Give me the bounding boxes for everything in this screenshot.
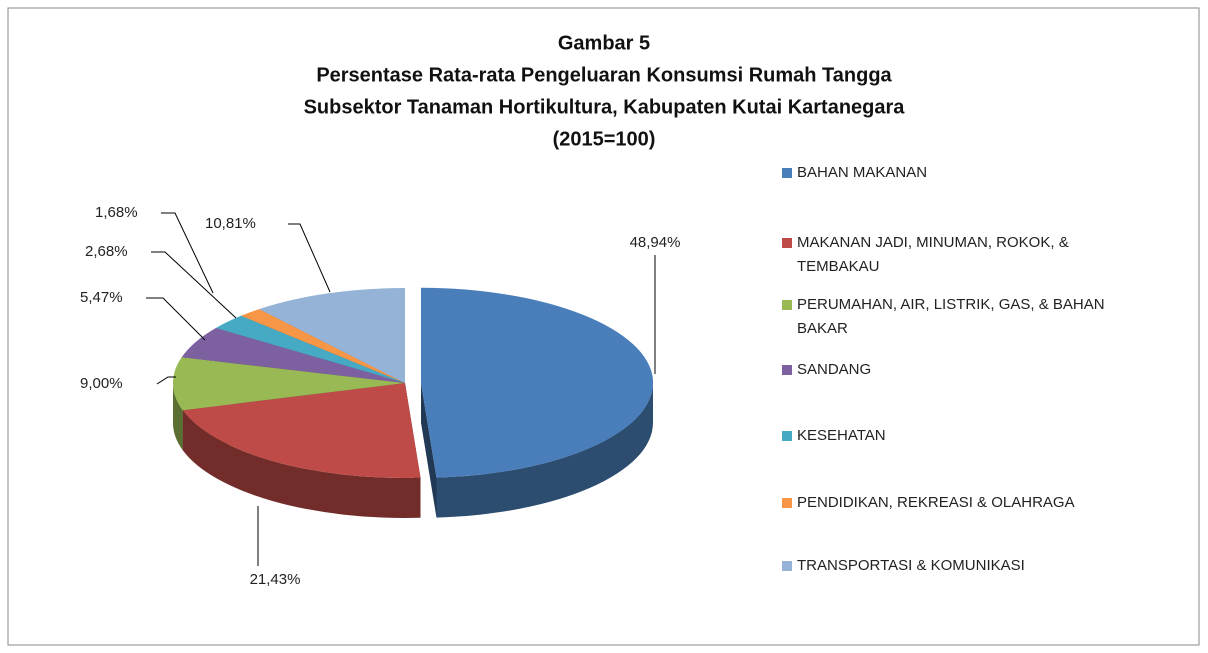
leader-line [151, 251, 237, 319]
pie-slice [241, 309, 405, 383]
pie-slice [215, 315, 405, 383]
legend-entry: MAKANAN JADI, MINUMAN, ROKOK, & TEMBAKAU [782, 231, 1132, 279]
legend-label: BAHAN MAKANAN [797, 164, 928, 181]
legend-entry: TRANSPORTASI & KOMUNIKASI [782, 554, 1132, 578]
legend-label: SANDANG [797, 361, 872, 378]
legend-swatch [782, 168, 792, 178]
slice-side [182, 410, 421, 519]
legend-entry: KESEHATAN [782, 424, 1132, 448]
legend-label: MAKANAN JADI, MINUMAN, ROKOK, & TEMBAKAU [797, 234, 1069, 275]
legend-label: PERUMAHAN, AIR, LISTRIK, GAS, & BAHAN BA… [797, 296, 1105, 337]
chart-title: Subsektor Tanaman Hortikultura, Kabupate… [304, 96, 906, 118]
pie-slice [173, 357, 405, 411]
pie-slice [182, 383, 421, 479]
chart-title: Persentase Rata-rata Pengeluaran Konsums… [316, 64, 892, 86]
legend-label: PENDIDIKAN, REKREASI & OLAHRAGA [797, 494, 1075, 511]
data-label: 21,43% [250, 571, 301, 588]
data-label: 10,81% [205, 215, 256, 232]
chart-title: (2015=100) [553, 128, 656, 150]
leader-line [146, 297, 206, 341]
data-label: 9,00% [80, 375, 123, 392]
leader-line [156, 376, 176, 385]
chart-title: Gambar 5 [558, 32, 650, 54]
legend-label: KESEHATAN [797, 427, 886, 444]
pie-slice [259, 288, 405, 383]
legend-entry: SANDANG [782, 358, 1132, 382]
data-label: 1,68% [95, 204, 138, 221]
slice-wall [420, 382, 437, 518]
legend-swatch [782, 300, 792, 310]
legend-entry: PERUMAHAN, AIR, LISTRIK, GAS, & BAHAN BA… [782, 293, 1132, 341]
legend-entry: BAHAN MAKANAN [782, 161, 1132, 185]
slice-side [436, 382, 653, 518]
legend-swatch [782, 561, 792, 571]
chart-frame [7, 7, 1200, 646]
leader-line [161, 212, 214, 294]
legend-swatch [782, 498, 792, 508]
legend-swatch [782, 365, 792, 375]
legend-entry: PENDIDIKAN, REKREASI & OLAHRAGA [782, 491, 1132, 515]
legend-swatch [782, 431, 792, 441]
slice-side [173, 383, 183, 451]
legend-label: TRANSPORTASI & KOMUNIKASI [797, 557, 1025, 574]
data-label: 2,68% [85, 243, 128, 260]
data-label: 5,47% [80, 289, 123, 306]
leader-line [288, 223, 331, 293]
pie-slice [420, 287, 654, 478]
data-label: 48,94% [630, 234, 681, 251]
pie-slice [181, 327, 405, 383]
legend-swatch [782, 238, 792, 248]
